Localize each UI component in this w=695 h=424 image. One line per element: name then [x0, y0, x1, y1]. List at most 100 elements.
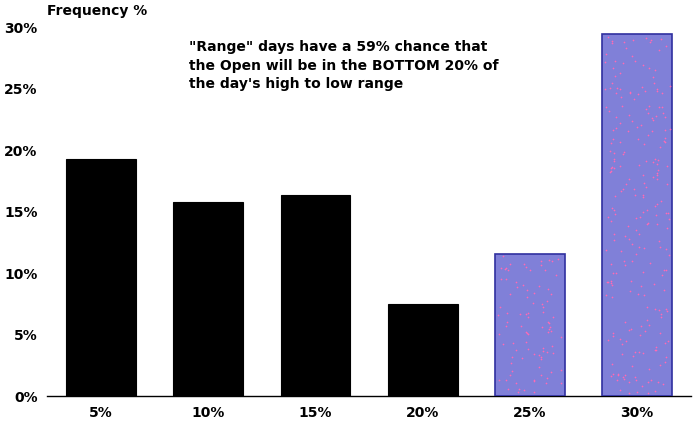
- Point: [626, 53, 637, 60]
- Point: [619, 148, 630, 155]
- Point: [659, 135, 670, 142]
- Point: [626, 257, 637, 264]
- Point: [612, 372, 623, 379]
- Point: [646, 37, 657, 44]
- Point: [639, 244, 650, 251]
- Point: [642, 390, 653, 397]
- Point: [548, 349, 559, 356]
- Point: [634, 162, 645, 169]
- Point: [601, 247, 612, 254]
- Point: [608, 158, 619, 165]
- Point: [644, 259, 655, 266]
- Point: [623, 128, 634, 135]
- Point: [546, 291, 557, 298]
- Point: [534, 282, 545, 289]
- Point: [649, 155, 660, 162]
- Point: [661, 224, 672, 231]
- Point: [634, 332, 645, 338]
- Point: [638, 209, 649, 215]
- Point: [650, 113, 661, 120]
- Point: [653, 237, 664, 244]
- Point: [648, 173, 659, 180]
- Point: [607, 136, 619, 143]
- Point: [536, 262, 547, 269]
- Point: [603, 33, 614, 40]
- Point: [629, 185, 640, 192]
- Point: [612, 84, 623, 91]
- Bar: [66, 159, 136, 396]
- Point: [637, 61, 648, 68]
- Point: [646, 115, 657, 122]
- Point: [605, 373, 616, 379]
- Point: [502, 319, 513, 326]
- Point: [644, 103, 655, 109]
- Point: [660, 358, 671, 365]
- Point: [632, 136, 643, 143]
- Point: [555, 367, 566, 374]
- Point: [521, 263, 532, 270]
- Point: [620, 371, 631, 378]
- Point: [630, 58, 641, 64]
- Point: [507, 368, 518, 374]
- Point: [648, 158, 659, 165]
- Point: [607, 329, 618, 336]
- Point: [541, 375, 553, 382]
- Point: [625, 89, 636, 95]
- Point: [631, 389, 642, 396]
- Point: [614, 139, 626, 145]
- Point: [602, 336, 613, 343]
- Point: [619, 319, 630, 326]
- Point: [661, 354, 672, 360]
- Point: [537, 347, 548, 354]
- Point: [544, 324, 555, 331]
- Point: [611, 114, 622, 120]
- Point: [641, 206, 653, 213]
- Point: [610, 192, 621, 199]
- Point: [633, 349, 644, 355]
- Point: [626, 277, 637, 284]
- Point: [628, 37, 639, 44]
- Point: [651, 343, 662, 350]
- Point: [507, 353, 518, 360]
- Point: [607, 204, 618, 211]
- Point: [537, 303, 548, 310]
- Point: [614, 336, 625, 343]
- Point: [618, 185, 629, 192]
- Point: [543, 319, 554, 326]
- Point: [535, 356, 546, 363]
- Point: [522, 330, 533, 337]
- Point: [523, 314, 534, 321]
- Point: [650, 212, 661, 219]
- Point: [614, 163, 626, 170]
- Point: [653, 47, 664, 53]
- Point: [662, 338, 673, 345]
- Point: [659, 266, 670, 273]
- Point: [626, 117, 637, 124]
- Point: [653, 156, 664, 163]
- Point: [653, 166, 664, 173]
- Point: [650, 203, 661, 209]
- Point: [615, 94, 626, 100]
- Point: [608, 64, 619, 71]
- Point: [618, 60, 629, 67]
- Point: [662, 180, 673, 187]
- Point: [502, 267, 514, 273]
- Point: [606, 80, 617, 87]
- Point: [541, 379, 552, 386]
- Point: [545, 368, 556, 375]
- Point: [498, 253, 509, 259]
- Point: [612, 371, 623, 377]
- Point: [546, 257, 557, 264]
- Point: [607, 294, 618, 301]
- Point: [659, 126, 670, 133]
- Point: [515, 310, 526, 317]
- Point: [624, 288, 635, 295]
- Point: [643, 132, 654, 139]
- Point: [655, 197, 667, 204]
- Point: [504, 371, 515, 378]
- Point: [600, 59, 611, 65]
- Point: [642, 109, 653, 116]
- Point: [619, 233, 630, 240]
- Point: [498, 341, 509, 348]
- Point: [646, 376, 657, 383]
